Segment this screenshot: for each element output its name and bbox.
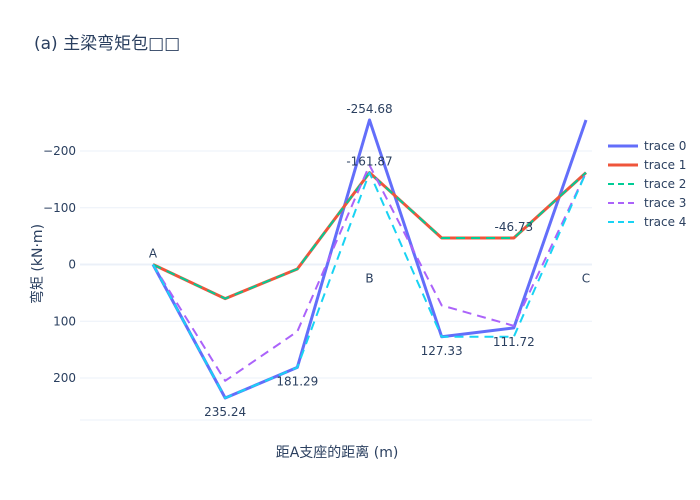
chart-title: (a) 主梁弯矩包□□ (34, 34, 180, 54)
legend-item[interactable]: trace 3 (608, 196, 686, 210)
series-layer (151, 118, 588, 400)
x-axis-title: 距A支座的距离 (m) (276, 444, 399, 461)
data-annotation: -46.73 (494, 220, 533, 234)
data-annotation: -161.87 (346, 155, 392, 169)
series-line-trace-4[interactable] (152, 171, 587, 399)
legend-item[interactable]: trace 2 (608, 177, 686, 191)
legend-label: trace 2 (644, 177, 686, 191)
data-annotation: -254.68 (346, 102, 392, 116)
legend-item[interactable]: trace 4 (608, 215, 686, 229)
y-axis-ticks: −200 −100 0 100 200 (43, 144, 76, 385)
series-line-trace-3[interactable] (152, 164, 587, 382)
data-annotation: 111.72 (493, 335, 535, 349)
data-annotation: 127.33 (421, 344, 463, 358)
y-axis-title: 弯矩 (kN·m) (29, 224, 46, 304)
legend-item[interactable]: trace 0 (608, 139, 686, 153)
legend-label: trace 4 (644, 215, 686, 229)
y-tick-label: −100 (43, 201, 76, 215)
legend-label: trace 1 (644, 158, 686, 172)
data-annotation: A (149, 247, 158, 261)
legend-label: trace 0 (644, 139, 686, 153)
y-tick-label: 0 (68, 258, 76, 272)
y-tick-label: 100 (53, 314, 76, 328)
y-tick-label: 200 (53, 371, 76, 385)
grid-layer (80, 150, 592, 421)
annotation-layer: A 235.24 181.29 -254.68 -161.87 B 127.33 -46.73… (149, 102, 590, 419)
legend-label: trace 3 (644, 196, 686, 210)
legend-item[interactable]: trace 1 (608, 158, 686, 172)
data-annotation: C (582, 272, 590, 286)
data-annotation: B (365, 272, 373, 286)
data-annotation: 181.29 (276, 374, 318, 388)
y-tick-label: −200 (43, 144, 76, 158)
legend[interactable]: trace 0 trace 1 trace 2 trace 3 trace 4 (608, 139, 686, 229)
data-annotation: 235.24 (204, 405, 246, 419)
